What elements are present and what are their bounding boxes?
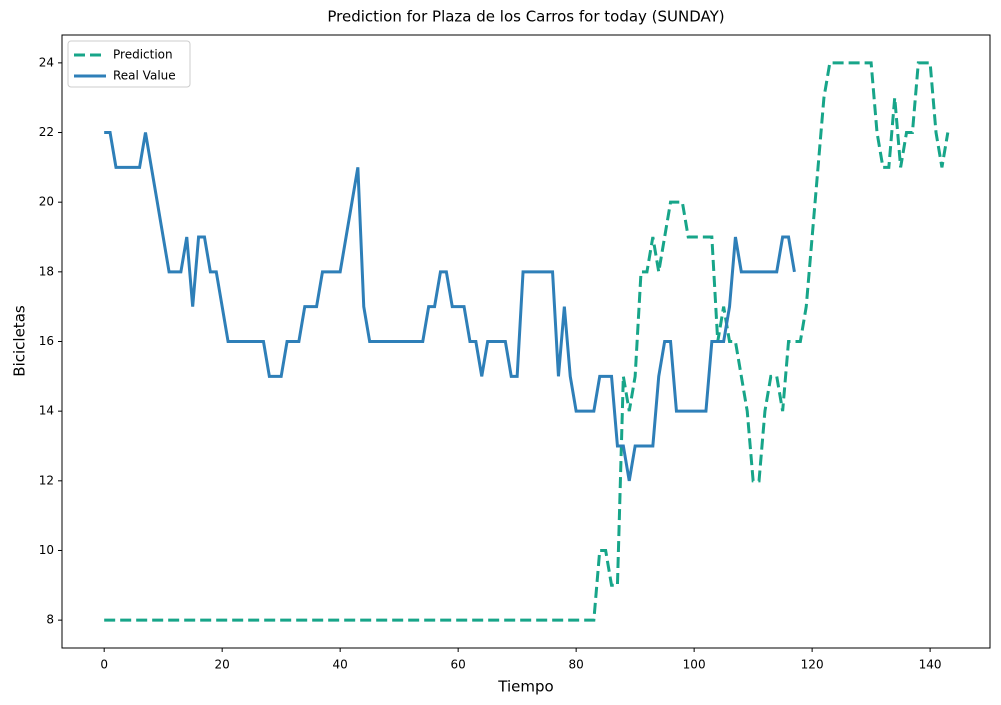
x-tick-label: 120: [801, 658, 824, 672]
y-tick-label: 20: [39, 195, 54, 209]
y-tick-label: 16: [39, 334, 54, 348]
y-axis-label: Bicicletas: [11, 305, 29, 377]
plot-frame: [61, 34, 991, 649]
legend-label: Real Value: [113, 69, 176, 83]
x-tick-label: 0: [100, 658, 108, 672]
chart-title: Prediction for Plaza de los Carros for t…: [327, 8, 724, 26]
series-line: [104, 61, 950, 622]
series-line: [104, 131, 796, 482]
y-tick-label: 10: [39, 543, 54, 557]
y-tick-label: 18: [39, 264, 54, 278]
legend-label: Prediction: [113, 48, 173, 62]
x-tick-label: 40: [333, 658, 348, 672]
x-tick-label: 20: [215, 658, 230, 672]
y-tick-label: 22: [39, 125, 54, 139]
y-tick-label: 24: [39, 55, 54, 69]
x-tick-label: 140: [919, 658, 942, 672]
x-tick-label: 100: [683, 658, 706, 672]
y-tick-label: 12: [39, 473, 54, 487]
y-tick-label: 8: [46, 613, 54, 627]
x-tick-label: 80: [569, 658, 584, 672]
x-tick-label: 60: [451, 658, 466, 672]
y-tick-label: 14: [39, 404, 54, 418]
x-axis-label: Tiempo: [497, 678, 553, 696]
